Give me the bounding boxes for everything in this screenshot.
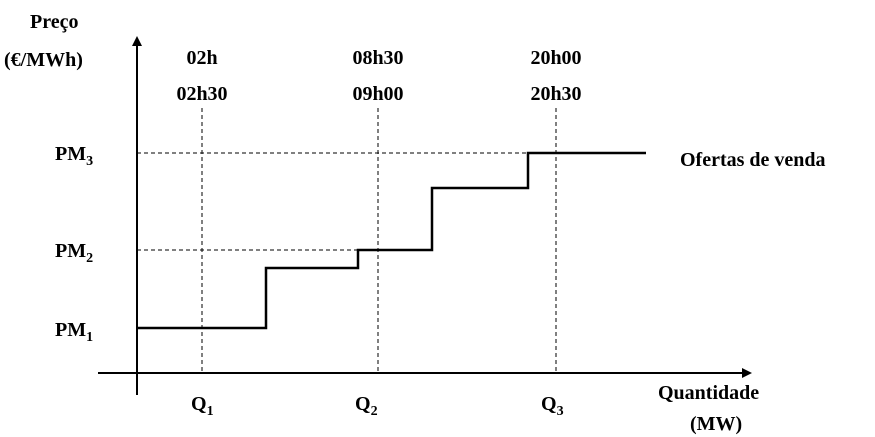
y-axis-label-line1: Preço	[30, 11, 79, 33]
hour-label-3-bottom: 20h30	[530, 83, 581, 105]
quantity-label-q3: Q3	[541, 393, 564, 419]
x-axis-label-line2: (MW)	[690, 413, 742, 435]
hour-label-2-top: 08h30	[352, 47, 403, 69]
y-axis-label-line2: (€/MWh)	[4, 49, 83, 71]
price-label-pm1: PM1	[55, 319, 93, 345]
price-label-pm2: PM2	[55, 240, 93, 266]
quantity-label-q2: Q2	[355, 393, 378, 419]
price-label-pm3: PM3	[55, 143, 93, 169]
hour-label-1-bottom: 02h30	[176, 83, 227, 105]
hour-label-1-top: 02h	[186, 47, 217, 69]
quantity-label-q1: Q1	[191, 393, 214, 419]
x-axis-label-line1: Quantidade	[658, 382, 759, 404]
curve-label: Ofertas de venda	[680, 149, 826, 171]
hour-label-2-bottom: 09h00	[352, 83, 403, 105]
hour-label-3-top: 20h00	[530, 47, 581, 69]
supply-step-curve	[137, 151, 646, 330]
